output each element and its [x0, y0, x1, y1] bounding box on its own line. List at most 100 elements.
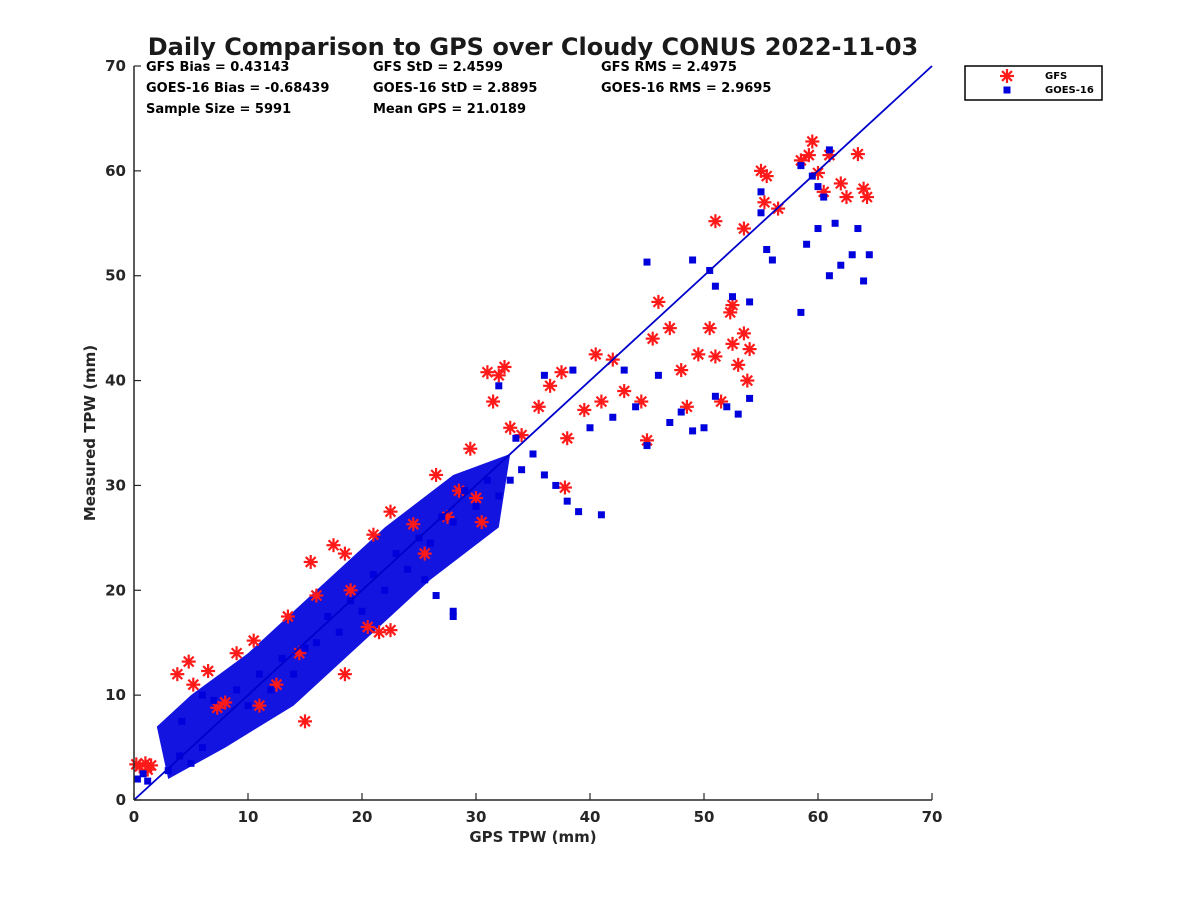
gfs-point: [469, 491, 483, 506]
goes16-point: [421, 576, 429, 584]
goes16-point: [632, 403, 640, 411]
gfs-point: [181, 654, 196, 669]
y-tick-label: 40: [105, 372, 126, 390]
goes16-point: [369, 571, 377, 579]
gfs-point: [246, 633, 261, 648]
goes16-point: [461, 487, 469, 495]
goes16-point: [540, 371, 548, 379]
goes16-point: [700, 424, 708, 432]
goes16-point: [729, 293, 736, 301]
goes16-point: [734, 410, 742, 418]
goes16-point: [620, 366, 628, 374]
gfs-point: [1000, 69, 1014, 83]
stat-text: GFS Bias = 0.43143: [146, 60, 289, 75]
goes16-point: [563, 497, 571, 505]
gfs-point: [366, 527, 381, 542]
goes16-point: [198, 691, 206, 699]
gfs-point: [651, 294, 666, 309]
goes16-point: [278, 654, 286, 662]
gfs-point: [280, 609, 295, 624]
goes16-point: [267, 686, 275, 694]
gfs-point: [186, 677, 201, 692]
goes16-point: [404, 565, 412, 573]
gfs-point: [594, 394, 609, 409]
goes16-point: [711, 392, 719, 400]
goes16-point: [768, 256, 776, 264]
gfs-point: [298, 714, 312, 729]
gfs-point: [543, 378, 558, 393]
y-tick-label: 10: [105, 686, 126, 704]
legend-label-goes16: GOES-16: [1045, 85, 1094, 96]
x-tick-label: 70: [922, 808, 943, 826]
goes16-point: [723, 403, 731, 411]
gfs-point: [805, 134, 820, 149]
goes16-point: [757, 188, 765, 196]
goes16-point: [848, 251, 856, 259]
goes16-point: [198, 744, 206, 752]
goes16-point: [803, 240, 811, 248]
legend-label-gfs: GFS: [1045, 71, 1067, 82]
goes16-point: [597, 511, 605, 519]
goes16-point: [825, 146, 833, 154]
y-tick-label: 0: [116, 791, 126, 809]
gfs-point: [708, 214, 723, 229]
goes16-point: [301, 644, 309, 652]
gfs-point: [503, 420, 518, 435]
gfs-point: [691, 347, 706, 362]
goes16-point: [654, 371, 662, 379]
stat-text: Sample Size = 5991: [146, 102, 291, 117]
gfs-point: [702, 321, 717, 336]
gfs-point: [417, 546, 432, 561]
gfs-point: [736, 326, 751, 341]
goes16-point: [312, 639, 320, 647]
one-to-one-line: [133, 65, 933, 801]
goes16-point: [797, 162, 805, 170]
gfs-point: [486, 394, 501, 409]
goes16-point: [757, 209, 765, 217]
goes16-point: [483, 476, 491, 484]
goes16-point: [133, 775, 141, 783]
gfs-point: [736, 221, 751, 236]
goes16-point: [495, 382, 503, 390]
gfs-point: [326, 538, 341, 553]
gfs-point: [337, 546, 352, 561]
y-tick-label: 30: [105, 476, 126, 494]
stat-text: GOES-16 RMS = 2.9695: [601, 81, 771, 96]
x-tick-label: 60: [808, 808, 829, 826]
gfs-point: [337, 667, 352, 682]
gfs-point: [554, 365, 569, 380]
goes16-point: [449, 518, 457, 526]
y-tick-label: 20: [105, 581, 126, 599]
goes16-point: [139, 770, 147, 778]
gfs-point: [383, 504, 398, 519]
x-axis-label: GPS TPW (mm): [469, 828, 596, 846]
gfs-point: [708, 349, 723, 364]
goes16-point: [666, 419, 674, 427]
goes16-point: [763, 246, 771, 253]
gfs-point: [588, 347, 603, 362]
goes16-point: [432, 592, 440, 600]
legend-box: [964, 65, 1103, 101]
goes16-point: [1003, 86, 1011, 94]
goes16-point: [609, 413, 617, 421]
x-tick-label: 40: [580, 808, 601, 826]
stat-text: GOES-16 StD = 2.8895: [373, 81, 537, 96]
gfs-point: [645, 331, 660, 346]
x-tick-label: 50: [694, 808, 715, 826]
gfs-point: [850, 147, 865, 162]
gfs-point: [309, 588, 324, 603]
goes16-point: [187, 759, 195, 767]
goes16-point: [392, 550, 400, 558]
goes16-point: [472, 502, 480, 510]
gfs-point: [491, 368, 506, 383]
gfs-point: [742, 342, 757, 357]
stat-text: Mean GPS = 21.0189: [373, 102, 526, 117]
goes16-point: [575, 508, 583, 516]
goes16-point: [518, 466, 526, 474]
goes16-point: [854, 225, 862, 233]
x-tick-label: 10: [238, 808, 259, 826]
goes16-point: [255, 670, 263, 678]
goes16-point: [178, 717, 186, 725]
gfs-point: [406, 517, 421, 532]
y-tick-label: 50: [105, 267, 126, 285]
